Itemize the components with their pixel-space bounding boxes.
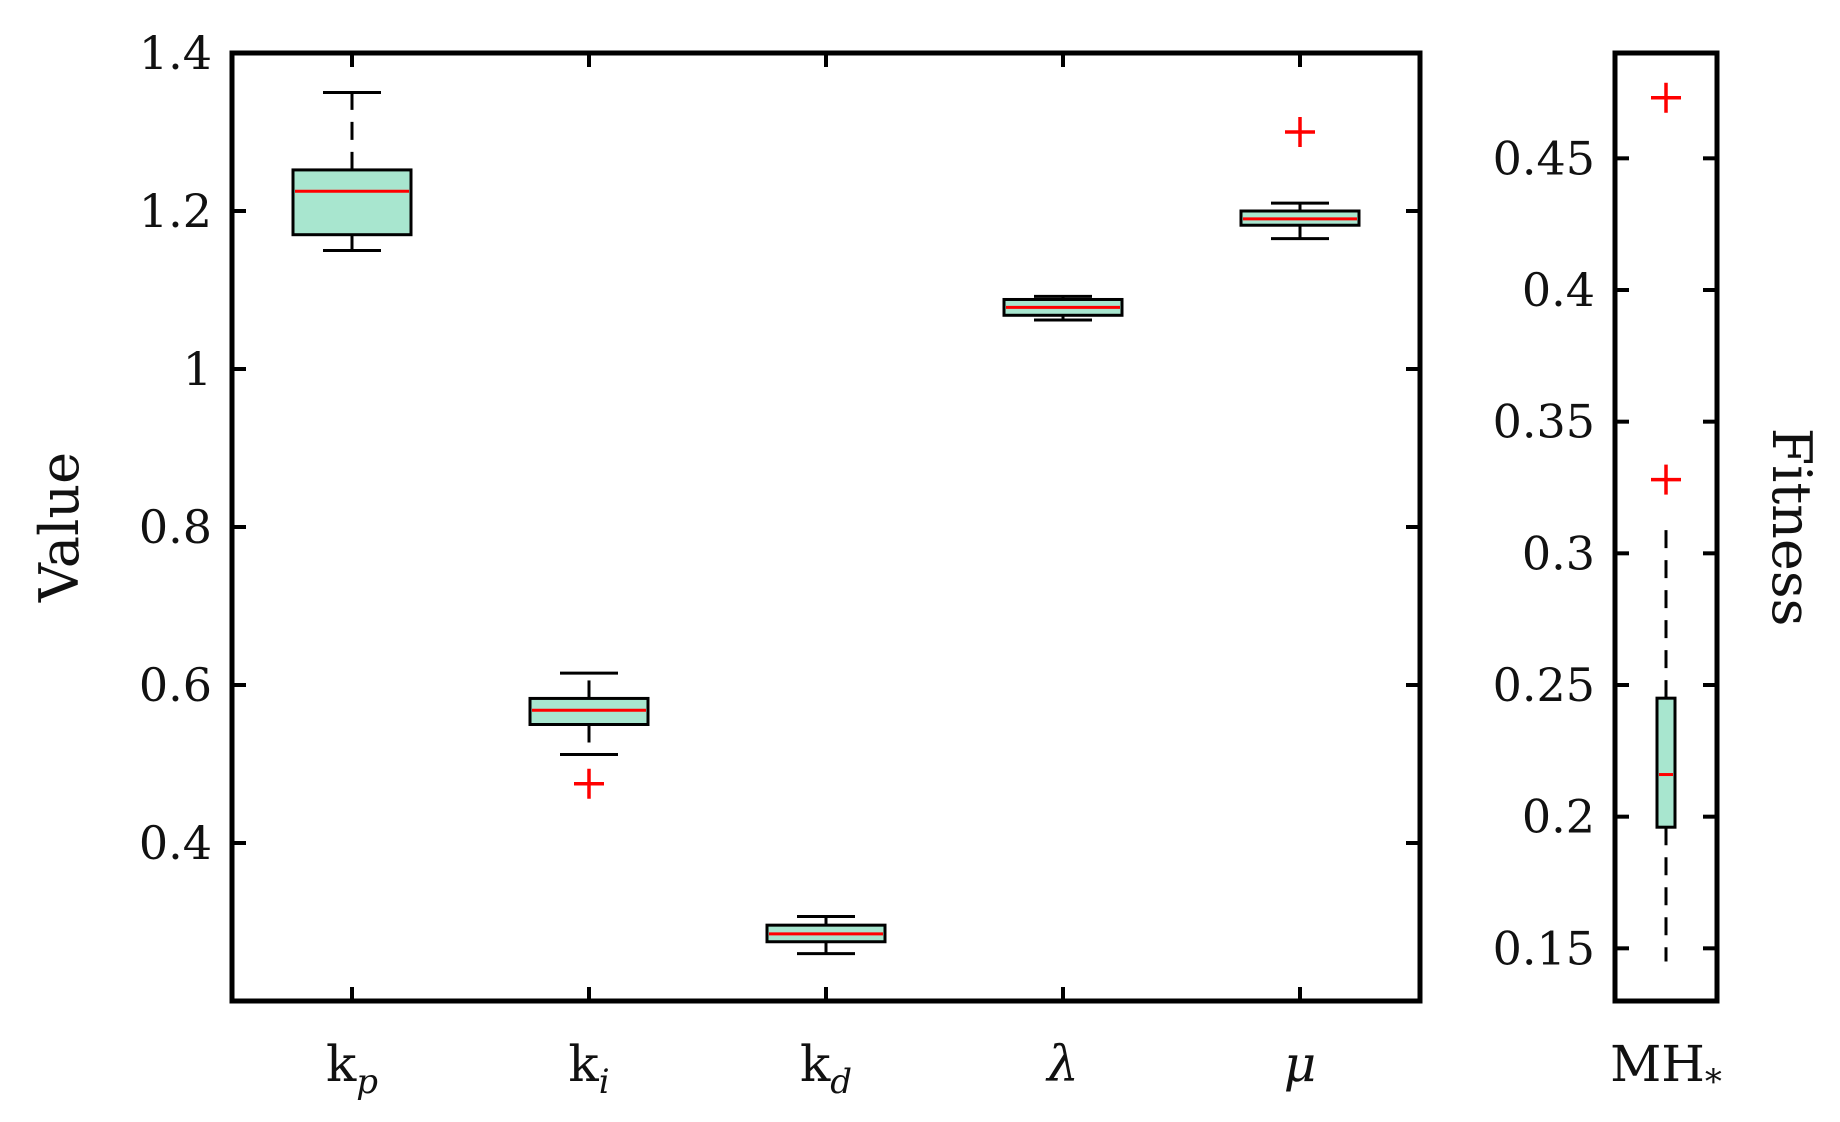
x-category-label: μ — [1284, 1035, 1317, 1093]
y-tick-label: 0.8 — [139, 500, 212, 554]
y-tick-label: 0.15 — [1493, 921, 1595, 975]
fitness-plot-frame — [1612, 50, 1720, 1004]
x-category-subscript: p — [356, 1062, 378, 1102]
x-category-main: k — [800, 1035, 831, 1093]
y-tick-label: 0.4 — [139, 816, 212, 870]
y-tick-label: 1.2 — [139, 184, 212, 238]
x-category-subscript: d — [830, 1062, 852, 1102]
x-category-main: MH — [1610, 1035, 1705, 1093]
x-category-main: k — [568, 1035, 599, 1093]
x-category-main: μ — [1284, 1035, 1317, 1093]
y-tick-label: 0.45 — [1493, 131, 1595, 185]
x-category-label: ki — [568, 1035, 609, 1102]
main-x-labels: kp ki kd λ μ — [326, 1035, 1316, 1102]
fitness-x-labels: MH* — [1610, 1035, 1722, 1102]
main-y-ticks: 0.4 0.6 0.8 1 1.2 1.4 — [139, 26, 1420, 870]
fitness-boxes — [1651, 82, 1681, 962]
y-tick-label: 0.25 — [1493, 658, 1595, 712]
y-tick-label: 0.35 — [1493, 395, 1595, 449]
fitness-y-axis-title: Fitness — [1760, 428, 1823, 627]
y-tick-label: 0.3 — [1522, 526, 1595, 580]
x-category-subscript: * — [1705, 1062, 1722, 1102]
fitness-y-ticks: 0.15 0.2 0.25 0.3 0.35 0.4 0.45 — [1493, 131, 1717, 975]
box — [1655, 696, 1677, 829]
y-tick-label: 0.4 — [1522, 263, 1595, 317]
y-tick-label: 0.2 — [1522, 790, 1595, 844]
y-tick-label: 0.6 — [139, 658, 212, 712]
box — [291, 168, 413, 237]
x-category-label: kp — [326, 1035, 378, 1102]
y-tick-label: 1.4 — [139, 26, 212, 80]
main-x-ticks — [350, 53, 1302, 1001]
y-tick-label: 1 — [183, 342, 212, 396]
x-category-label: λ — [1045, 1035, 1079, 1093]
x-category-main: k — [326, 1035, 357, 1093]
x-category-main: λ — [1045, 1035, 1079, 1093]
main-y-axis-title: Value — [28, 452, 91, 603]
main-boxes — [291, 91, 1361, 956]
x-category-label: MH* — [1610, 1035, 1722, 1102]
x-category-subscript: i — [599, 1062, 610, 1102]
x-category-label: kd — [800, 1035, 852, 1102]
